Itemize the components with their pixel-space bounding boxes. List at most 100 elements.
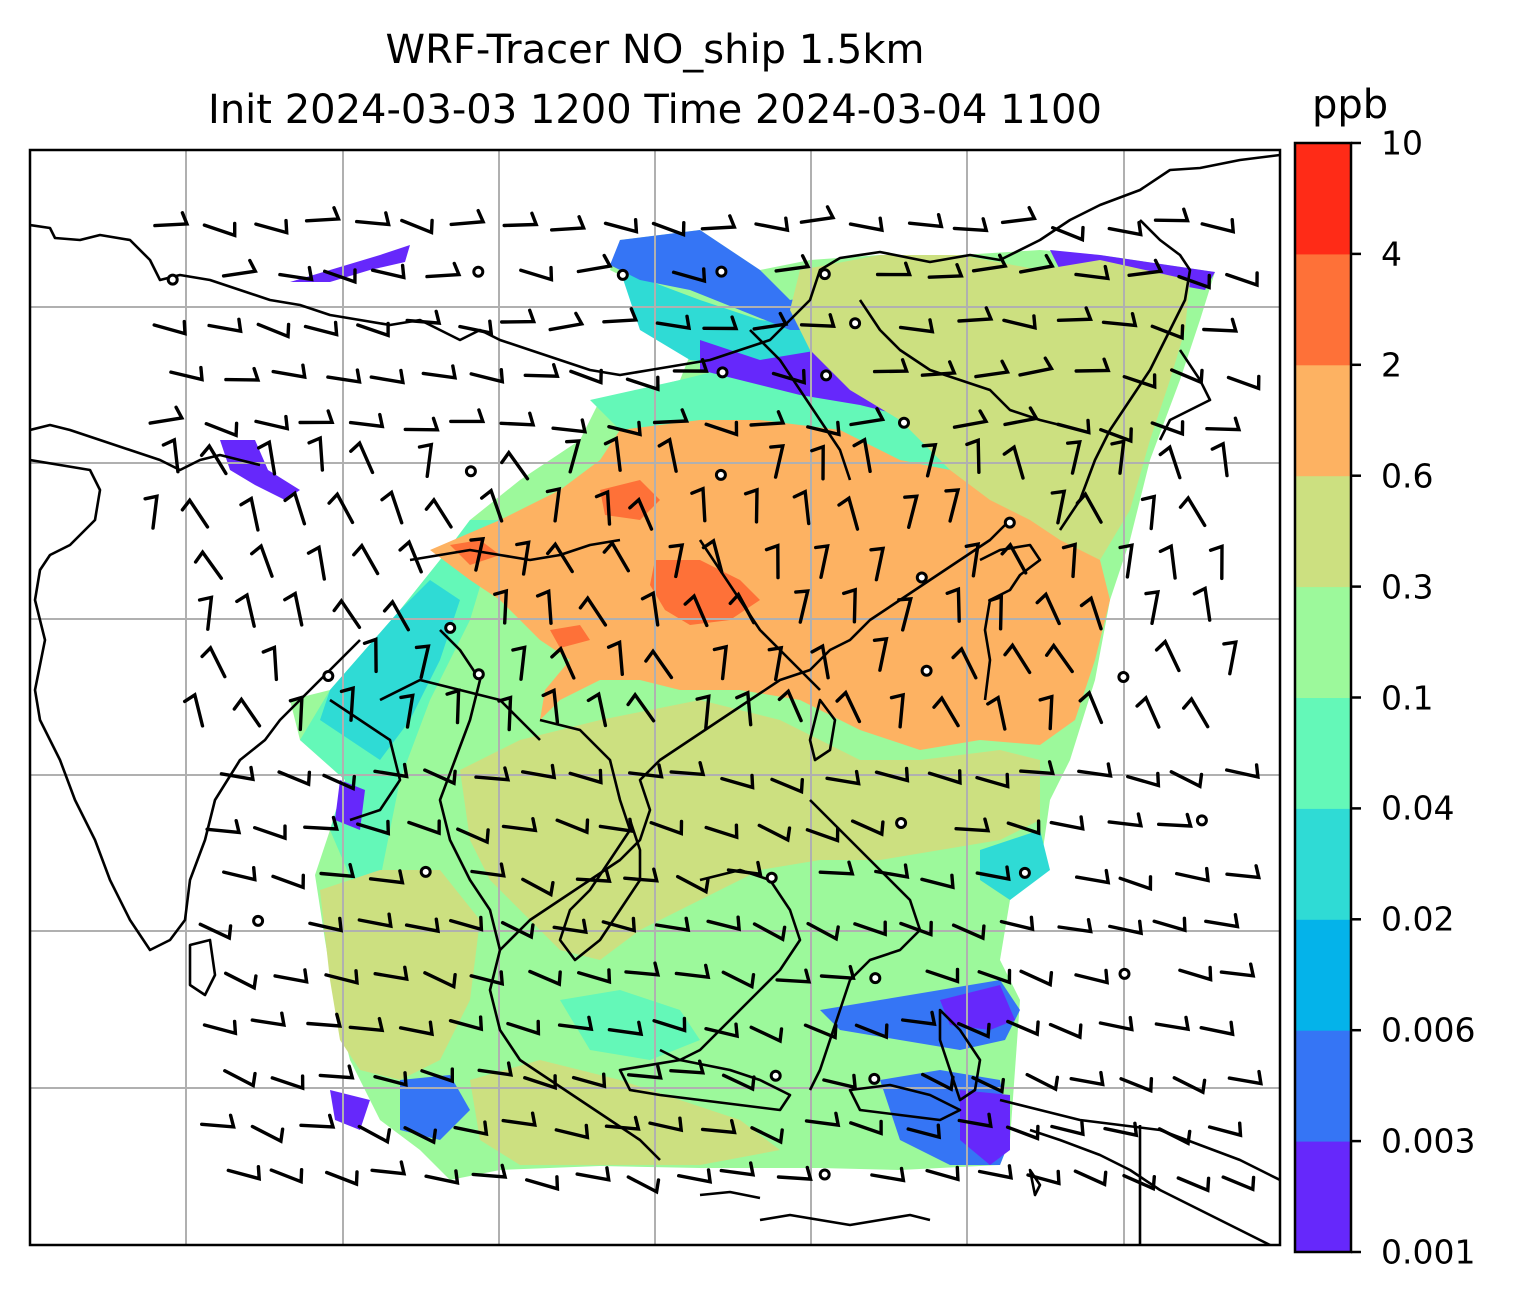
wind-barb <box>500 449 530 481</box>
wind-barb <box>423 971 457 990</box>
wind-barb <box>1045 642 1074 674</box>
wind-barb <box>652 408 690 425</box>
wind-barb <box>1122 1174 1156 1192</box>
wind-barb <box>370 263 406 280</box>
wind-barb <box>870 1166 906 1183</box>
calm-wind-circle <box>915 571 928 584</box>
wind-barb <box>273 968 309 984</box>
wind-barb <box>1074 968 1110 985</box>
wind-barb <box>373 965 409 982</box>
wind-barb <box>1066 439 1082 475</box>
wind-barb <box>303 320 339 337</box>
wind-barb <box>202 221 237 238</box>
wind-barb <box>1177 273 1211 290</box>
wind-barb <box>1018 356 1055 377</box>
wind-barb <box>954 817 991 833</box>
wind-barb <box>1225 763 1260 780</box>
wind-barb <box>339 685 355 722</box>
wind-barb <box>204 421 239 438</box>
wind-barb <box>180 497 210 529</box>
wind-barb <box>250 1124 285 1144</box>
wind-barb <box>1026 1169 1061 1186</box>
wind-barb <box>810 643 830 680</box>
wind-barb <box>550 215 587 232</box>
wind-barb <box>932 695 960 728</box>
wind-barb <box>907 213 944 229</box>
wind-barb <box>1038 694 1054 731</box>
calm-wind-circle <box>472 668 485 681</box>
wind-barb <box>806 420 841 437</box>
wind-barb <box>945 586 961 623</box>
colorbar-segment <box>1295 475 1351 588</box>
wind-barb <box>775 968 812 984</box>
wind-barb <box>456 827 490 845</box>
wind-barb <box>1152 916 1187 933</box>
wind-barb <box>704 823 739 840</box>
wind-barb <box>971 253 1008 273</box>
wind-barb <box>743 487 759 524</box>
wind-barb <box>1199 1020 1235 1037</box>
wind-barb <box>1002 444 1025 480</box>
wind-barb <box>770 777 804 795</box>
wind-barb <box>792 489 811 526</box>
wind-barb <box>1075 491 1103 524</box>
wind-barb <box>1207 1121 1243 1138</box>
wind-barb <box>576 253 613 274</box>
wind-barb <box>1056 306 1093 322</box>
wind-barb <box>403 1126 437 1145</box>
wind-barb <box>306 1012 343 1028</box>
wind-barb <box>671 267 707 284</box>
wind-barb <box>458 319 494 336</box>
wind-barb <box>453 1120 489 1137</box>
wind-barb <box>1005 1124 1040 1141</box>
wind-barb <box>400 218 434 235</box>
calm-wind-circle <box>769 1069 782 1082</box>
wind-barb <box>874 766 910 783</box>
calm-wind-circle <box>818 268 831 281</box>
wind-barb <box>957 1112 993 1129</box>
map-frame <box>28 148 1282 1247</box>
wind-barb <box>869 546 886 582</box>
wind-barb <box>197 595 214 631</box>
wind-barb <box>199 443 228 476</box>
wind-barb <box>254 414 290 431</box>
wind-barb <box>568 768 603 785</box>
calm-wind-circle <box>252 914 265 927</box>
wind-barb <box>407 819 441 836</box>
wind-barb <box>555 818 590 835</box>
wind-barb <box>474 766 511 782</box>
calm-wind-circle <box>1118 967 1131 980</box>
wind-barb <box>757 823 792 843</box>
wind-barb <box>977 968 1012 985</box>
wind-barb <box>1208 544 1224 581</box>
wind-barb <box>404 917 441 934</box>
calm-wind-circle <box>820 369 833 382</box>
wind-barb <box>319 862 356 879</box>
wind-barb <box>701 538 724 574</box>
wind-barb <box>143 494 159 530</box>
colorbar-segment <box>1295 697 1351 809</box>
calm-wind-circle <box>714 468 727 481</box>
wind-barb <box>469 970 505 987</box>
wind-barb <box>964 541 981 578</box>
wind-barb <box>1048 1022 1083 1040</box>
wind-barb <box>250 543 274 578</box>
wind-barb <box>1019 253 1055 274</box>
wind-barb <box>357 912 393 929</box>
wind-barb <box>607 420 642 437</box>
wind-barb <box>971 1076 1005 1095</box>
wind-barb <box>523 363 560 378</box>
wind-barb <box>957 1022 991 1039</box>
wind-barb <box>148 405 185 425</box>
wind-barb <box>235 592 256 628</box>
wind-barb <box>810 444 825 481</box>
wind-barb <box>324 969 359 986</box>
wind-barb <box>854 1023 889 1040</box>
wind-barb <box>814 544 830 579</box>
wind-barb <box>398 1020 435 1037</box>
wind-barb <box>872 358 909 374</box>
wind-barb <box>500 921 535 940</box>
wind-barb <box>308 916 344 933</box>
wind-barb <box>1108 919 1144 936</box>
wind-barb <box>837 495 860 531</box>
